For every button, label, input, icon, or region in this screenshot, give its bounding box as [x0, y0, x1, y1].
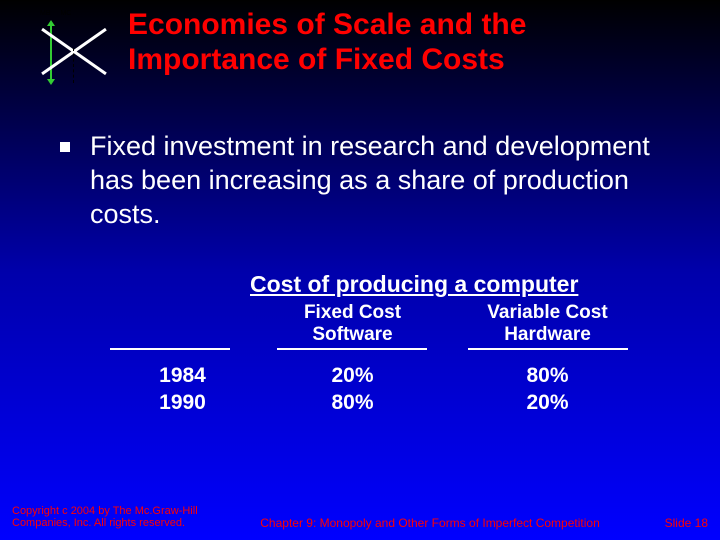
cell-year: 1990	[110, 389, 255, 416]
cell-fixed: 80%	[255, 389, 450, 416]
slide-title: Economies of Scale and the Importance of…	[128, 8, 688, 77]
header-line: Fixed Cost	[255, 302, 450, 324]
footer: Copyright c 2004 by The Mc.Graw-Hill Com…	[12, 505, 708, 530]
cell-variable: 80%	[450, 362, 645, 389]
header-underline	[468, 348, 628, 350]
header-line: Software	[255, 324, 450, 346]
header-line: Variable Cost	[450, 302, 645, 324]
header-line: Hardware	[450, 324, 645, 346]
cell-fixed: 20%	[255, 362, 450, 389]
header-underline	[277, 348, 427, 350]
cost-table: Fixed Cost Software Variable Cost Hardwa…	[110, 302, 645, 416]
logo-label-mb: MB	[40, 10, 51, 17]
logo-graphic: MB MC	[20, 10, 115, 85]
table-header-blank	[110, 302, 255, 346]
cell-year: 1984	[110, 362, 255, 389]
cell-variable: 20%	[450, 389, 645, 416]
table-header-variable: Variable Cost Hardware	[450, 302, 645, 346]
table-title: Cost of producing a computer	[250, 271, 578, 298]
logo-dash-line	[73, 48, 74, 83]
bullet-text: Fixed investment in research and develop…	[90, 130, 680, 231]
slide-number: Slide 18	[628, 516, 708, 530]
logo-label-mc: MC	[60, 10, 71, 17]
chapter-text: Chapter 9: Monopoly and Other Forms of I…	[232, 516, 628, 530]
bullet-item: Fixed investment in research and develop…	[60, 130, 680, 231]
table-row: 1984 20% 80%	[110, 362, 645, 389]
table-header-fixed: Fixed Cost Software	[255, 302, 450, 346]
header-underline	[110, 348, 230, 350]
table-row: 1990 80% 20%	[110, 389, 645, 416]
bullet-icon	[60, 142, 70, 152]
copyright-text: Copyright c 2004 by The Mc.Graw-Hill Com…	[12, 505, 232, 530]
